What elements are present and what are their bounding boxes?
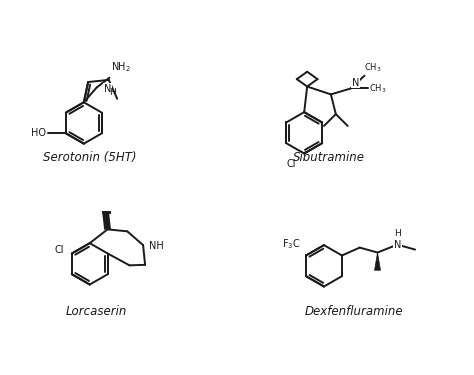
Text: H: H [109, 88, 116, 97]
Text: NH: NH [149, 241, 164, 251]
Text: H: H [394, 229, 401, 238]
Text: Cl: Cl [287, 159, 296, 170]
Text: N: N [104, 84, 111, 94]
Text: NH$_2$: NH$_2$ [110, 60, 130, 74]
Text: CH$_3$: CH$_3$ [369, 82, 387, 95]
Text: F$_3$C: F$_3$C [283, 237, 301, 250]
Text: Serotonin (5HT): Serotonin (5HT) [43, 151, 137, 164]
Polygon shape [374, 252, 381, 270]
Text: Sibutramine: Sibutramine [293, 151, 365, 164]
Text: N: N [352, 78, 359, 87]
Text: HO: HO [31, 128, 46, 138]
Text: Dexfenfluramine: Dexfenfluramine [304, 304, 403, 318]
Text: Cl: Cl [55, 244, 64, 255]
Text: N: N [393, 240, 401, 250]
Text: CH$_3$: CH$_3$ [365, 61, 382, 74]
Text: Lorcaserin: Lorcaserin [66, 304, 128, 318]
